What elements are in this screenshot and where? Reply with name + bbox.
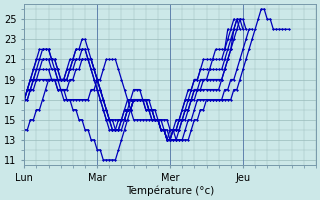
X-axis label: Température (°c): Température (°c) [126, 185, 214, 196]
